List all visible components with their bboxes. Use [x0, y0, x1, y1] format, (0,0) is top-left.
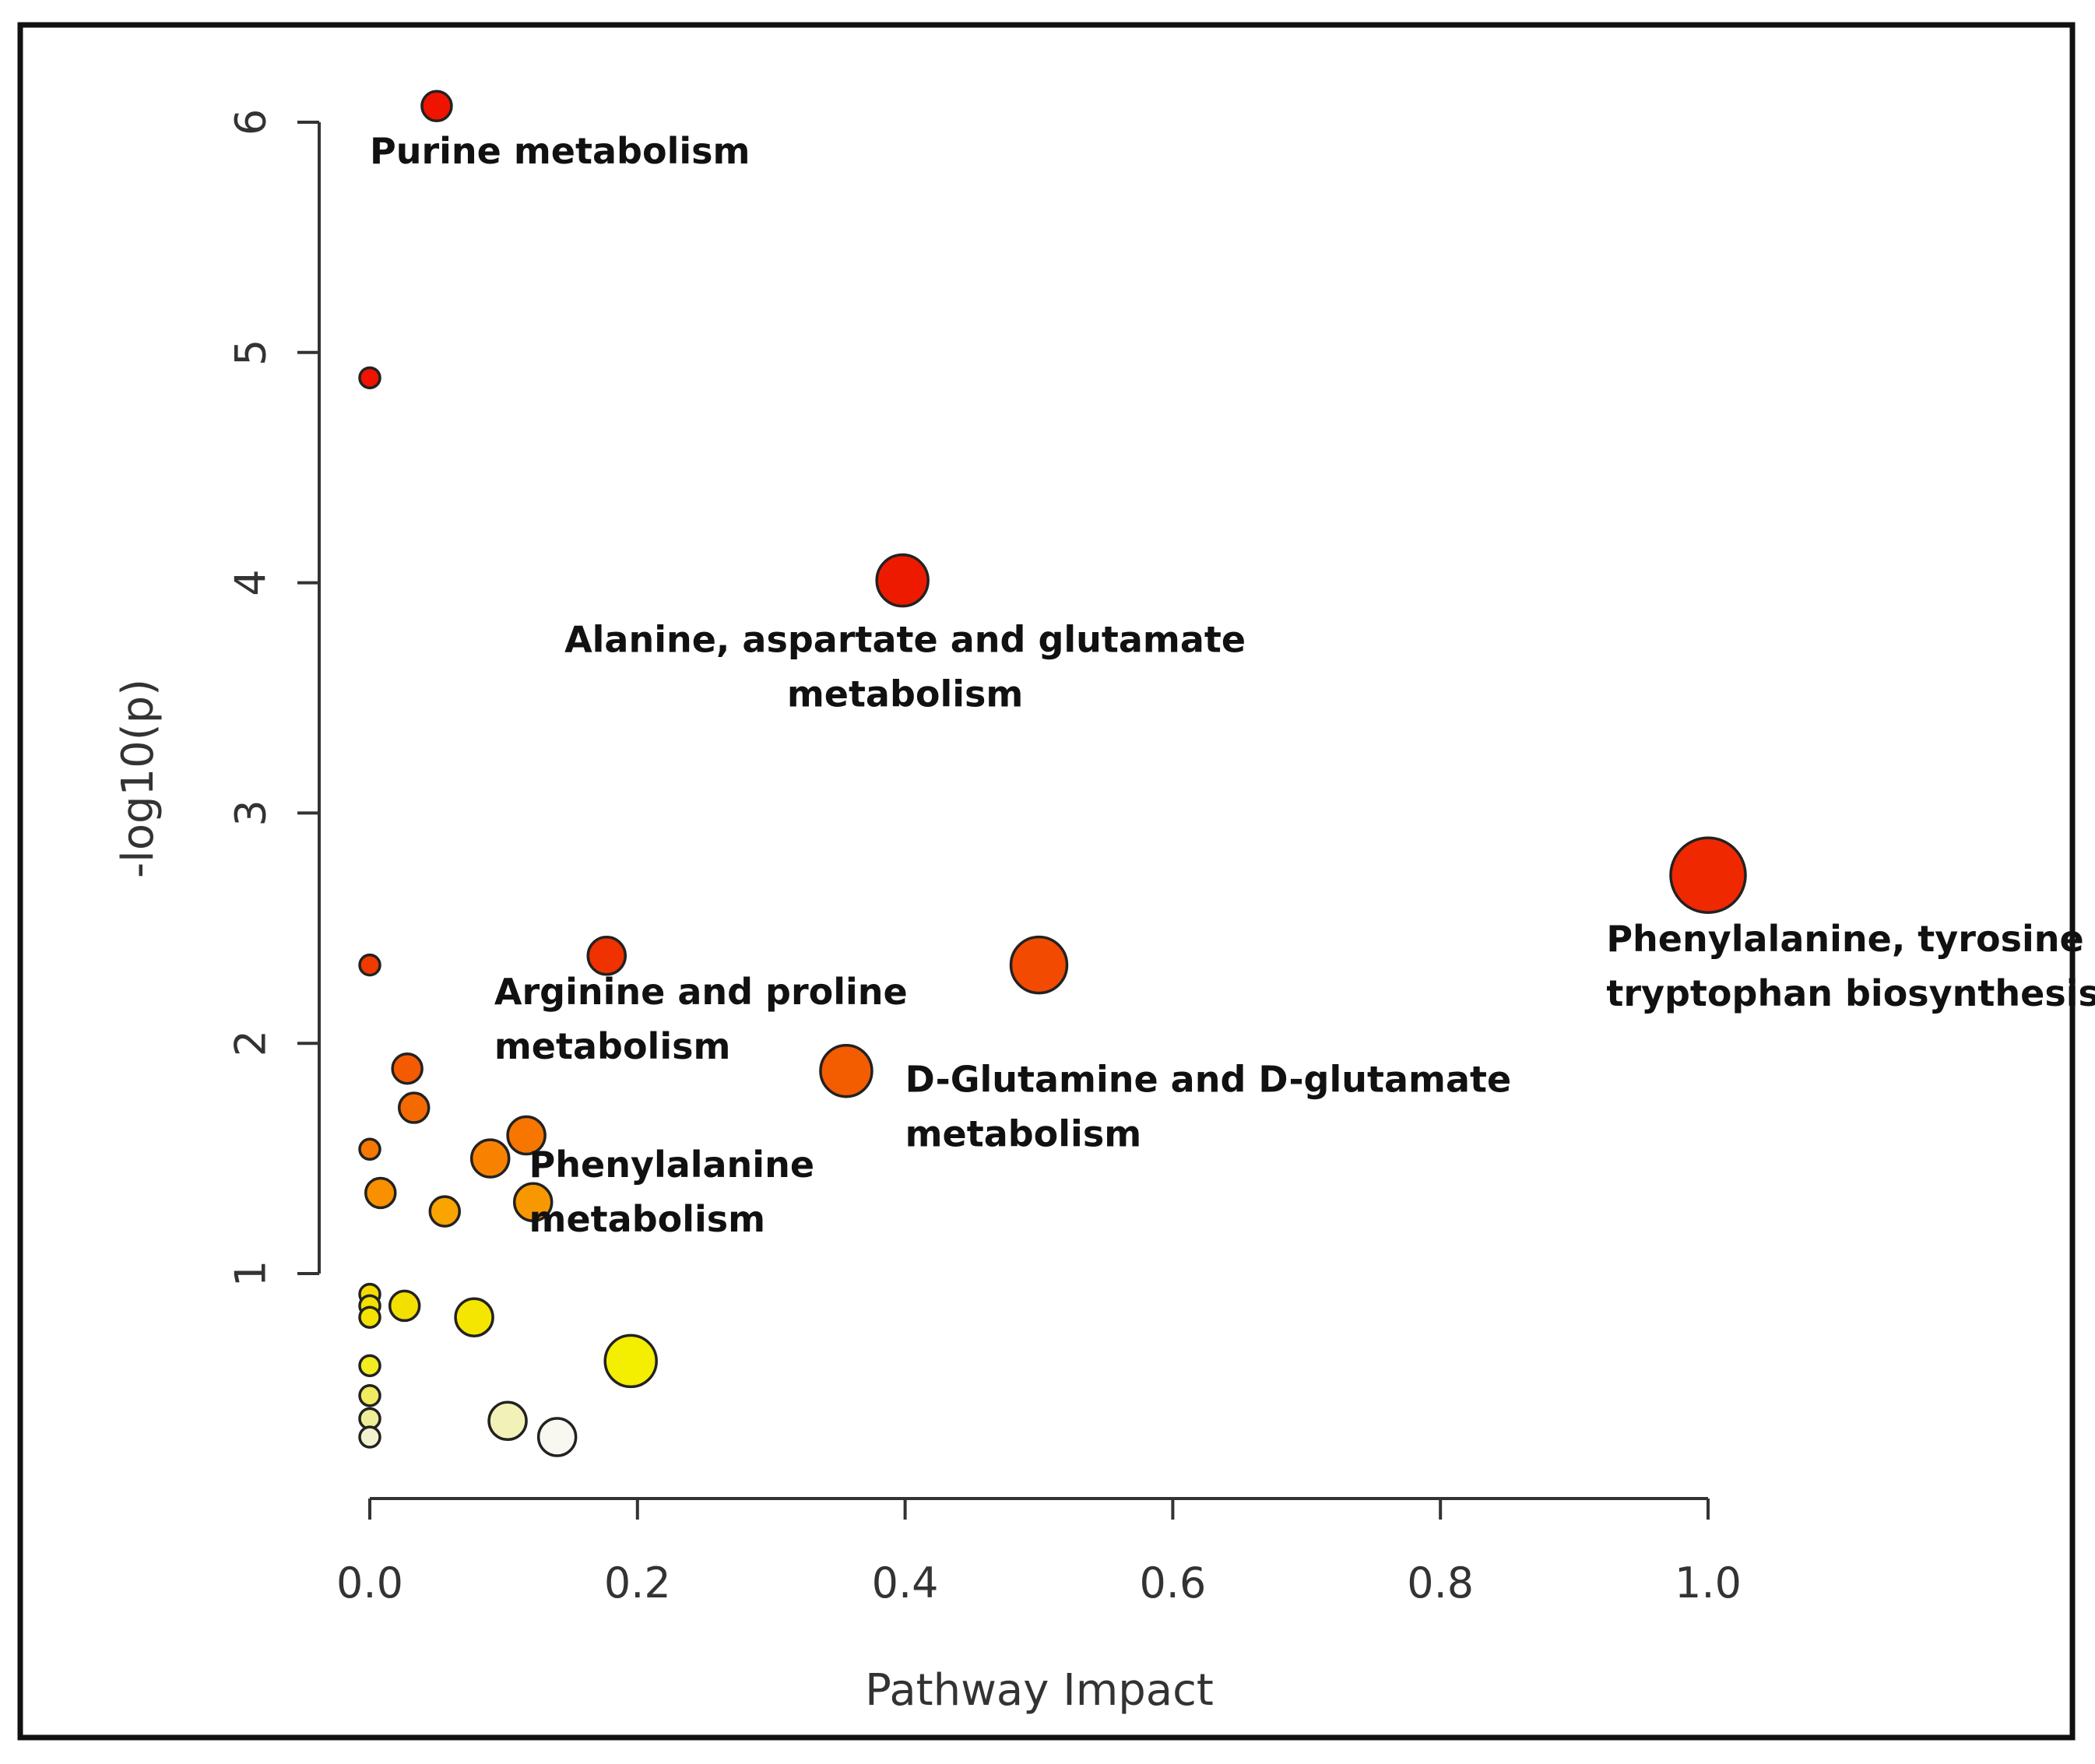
data-points	[358, 90, 1747, 1457]
y-tick-label: 2	[227, 1030, 276, 1056]
y-ticks: 1 2 3 4 5 6	[227, 109, 319, 1287]
data-point	[388, 1289, 421, 1323]
x-tick-label: 0.8	[1407, 1558, 1474, 1608]
data-point	[397, 1091, 431, 1124]
data-point	[364, 1176, 397, 1210]
annotation-line: Phenylalanine	[529, 1144, 814, 1186]
y-axis-title: -log10(p)	[113, 679, 163, 878]
data-point	[391, 1052, 424, 1085]
data-point	[428, 1195, 462, 1228]
annotation-line: Arginine and proline	[494, 971, 908, 1013]
annotation-line: metabolism	[787, 673, 1024, 715]
annotation-label: Arginine and proline metabolism	[494, 971, 908, 1067]
data-point	[512, 1182, 554, 1223]
data-point	[469, 1138, 511, 1179]
annotation-line: D-Glutamine and D-glutamate	[905, 1058, 1512, 1100]
x-tick-label: 1.0	[1675, 1558, 1742, 1608]
y-tick-label: 5	[227, 339, 276, 366]
x-axis-title: Pathway Impact	[865, 1665, 1214, 1716]
x-tick-label: 0.4	[872, 1558, 939, 1608]
data-point	[586, 936, 627, 976]
data-point	[506, 1115, 547, 1156]
data-point	[1009, 935, 1069, 995]
annotation-label: D-Glutamine and D-glutamate metabolism	[905, 1058, 1512, 1154]
annotations: Purine metabolism Alanine, aspartate and …	[370, 130, 2095, 1240]
annotation-line: Phenylalanine, tyrosine and	[1606, 918, 2095, 960]
annotation-label: Phenylalanine metabolism	[529, 1144, 814, 1240]
data-point	[536, 1417, 578, 1457]
x-ticks: 0.0 0.2 0.4 0.6 0.8 1.0	[336, 1499, 1742, 1608]
y-tick-label: 1	[227, 1260, 276, 1287]
figure-border	[17, 22, 2076, 1741]
data-point	[358, 1384, 381, 1407]
data-point	[875, 553, 930, 608]
annotation-line: metabolism	[905, 1112, 1142, 1154]
x-tick-label: 0.6	[1139, 1558, 1206, 1608]
y-tick-label: 6	[227, 109, 276, 135]
annotation-line: Purine metabolism	[370, 130, 750, 172]
data-point	[1669, 836, 1747, 915]
data-point	[819, 1043, 874, 1098]
data-point	[454, 1297, 494, 1337]
x-tick-label: 0.2	[604, 1558, 671, 1608]
annotation-line: metabolism	[494, 1025, 731, 1067]
annotation-label: Alanine, aspartate and glutamate metaboli…	[564, 618, 1246, 715]
annotation-line: metabolism	[529, 1198, 766, 1240]
data-point	[358, 1425, 381, 1449]
x-axis: 0.0 0.2 0.4 0.6 0.8 1.0 Pathway Impact	[336, 1497, 1742, 1716]
data-point	[358, 953, 381, 977]
data-point	[420, 90, 453, 123]
x-tick-label: 0.0	[336, 1558, 403, 1608]
data-point	[487, 1400, 528, 1442]
y-tick-label: 3	[227, 799, 276, 826]
annotation-line: Alanine, aspartate and glutamate	[564, 618, 1246, 660]
annotation-line: tryptophan biosynthesis	[1606, 972, 2095, 1014]
data-point	[358, 1137, 381, 1161]
data-point	[358, 1354, 381, 1378]
data-point	[603, 1334, 658, 1389]
y-tick-label: 4	[227, 569, 276, 596]
y-axis: 1 2 3 4 5 6 -log10(p)	[113, 109, 321, 1287]
data-point	[358, 366, 381, 390]
annotation-label: Phenylalanine, tyrosine and tryptophan bi…	[1606, 918, 2095, 1014]
annotation-label: Purine metabolism	[370, 130, 750, 172]
data-point	[358, 1305, 381, 1329]
